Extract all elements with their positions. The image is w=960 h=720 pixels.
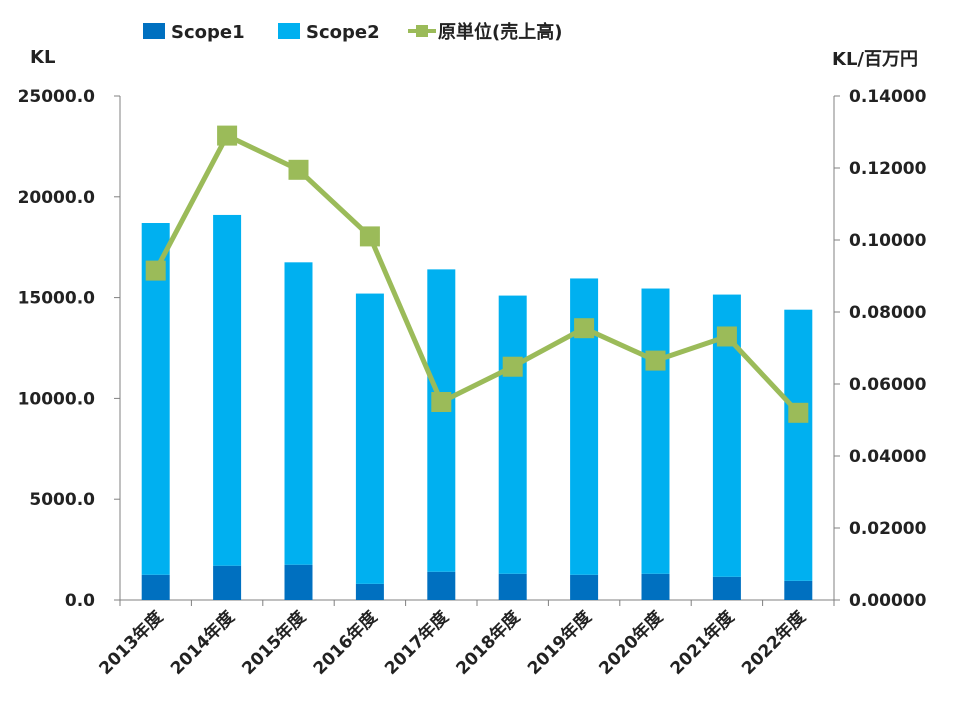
intensity-point (217, 125, 238, 146)
intensity-point (288, 159, 309, 180)
bar-scope1 (355, 583, 384, 600)
x-tick-label: 2014年度 (166, 606, 239, 679)
bars (141, 214, 813, 600)
intensity-point (645, 350, 666, 371)
x-tick-label: 2015年度 (238, 606, 311, 679)
legend-marker-intensity (416, 25, 428, 37)
x-tick-label: 2016年度 (309, 606, 382, 679)
bar-scope2 (213, 214, 242, 566)
bar-scope1 (570, 574, 599, 600)
legend-label-scope1: Scope1 (171, 22, 245, 43)
x-tick-label: 2019年度 (523, 606, 596, 679)
intensity-series-line (153, 133, 801, 415)
intensity-point (502, 356, 523, 377)
legend-swatch-scope2 (278, 23, 300, 39)
y-tick-label: 15000.0 (18, 289, 96, 309)
intensity-point (716, 326, 737, 347)
y2-axis-unit: KL/百万円 (832, 49, 918, 70)
y2-tick-label: 0.08000 (849, 303, 927, 323)
y-tick-label: 25000.0 (18, 87, 96, 107)
y2-tick-label: 0.00000 (849, 591, 927, 611)
x-tick-label: 2013年度 (95, 606, 168, 679)
bar-scope1 (784, 580, 813, 600)
y-axis-unit: KL (30, 47, 55, 68)
legend: Scope1 Scope2 原単位(売上高) (143, 21, 562, 43)
x-tick-label: 2022年度 (737, 606, 810, 679)
legend-label-scope2: Scope2 (306, 22, 380, 43)
bar-scope2 (641, 288, 670, 574)
y2-tick-label: 0.12000 (849, 159, 927, 179)
bar-scope1 (712, 576, 741, 600)
legend-label-intensity: 原単位(売上高) (438, 21, 562, 43)
y2-tick-label: 0.02000 (849, 519, 927, 539)
y-tick-label: 0.0 (65, 591, 95, 611)
bar-scope2 (284, 262, 313, 565)
y-tick-label: 5000.0 (29, 490, 95, 510)
intensity-line (145, 125, 809, 423)
bar-scope2 (355, 293, 384, 584)
y-tick-label: 10000.0 (18, 389, 96, 409)
bar-scope2 (141, 223, 170, 575)
bar-scope1 (498, 573, 527, 600)
bar-scope1 (641, 573, 670, 600)
bar-scope2 (498, 295, 527, 574)
bar-scope1 (427, 571, 456, 600)
intensity-point (574, 318, 595, 339)
y-tick-label: 20000.0 (18, 188, 96, 208)
y2-tick-label: 0.04000 (849, 447, 927, 467)
x-tick-label: 2018年度 (452, 606, 525, 679)
x-tick-label: 2021年度 (666, 606, 739, 679)
legend-swatch-scope1 (143, 23, 165, 39)
intensity-point (431, 392, 452, 412)
intensity-point (788, 402, 809, 423)
bar-scope1 (213, 565, 242, 600)
y2-tick-label: 0.10000 (849, 231, 927, 251)
intensity-point (145, 260, 166, 281)
x-tick-label: 2017年度 (380, 606, 453, 679)
x-tick-label: 2020年度 (595, 606, 668, 679)
bar-scope2 (427, 269, 456, 572)
bar-scope1 (284, 564, 313, 600)
y2-tick-label: 0.14000 (849, 87, 927, 107)
y2-tick-label: 0.06000 (849, 375, 927, 395)
bar-scope2 (784, 309, 813, 581)
bar-scope1 (141, 574, 170, 600)
intensity-point (359, 226, 380, 247)
